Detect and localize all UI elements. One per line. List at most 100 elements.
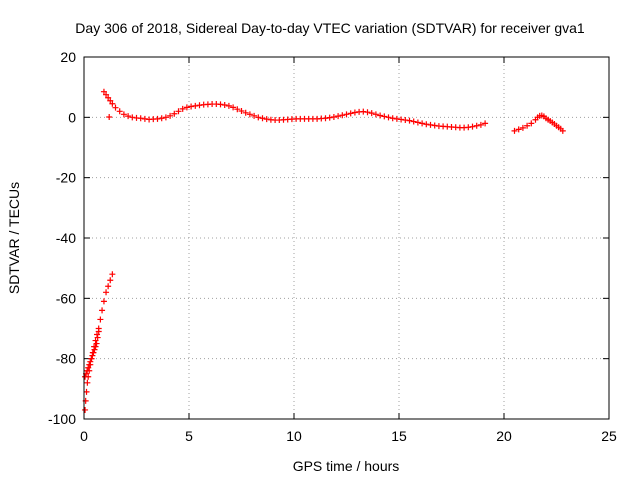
data-point: [167, 112, 174, 119]
data-point: [179, 105, 186, 112]
y-tick-label-4: -60: [56, 290, 76, 306]
data-point: [385, 114, 392, 121]
data-point: [95, 328, 102, 335]
data-point: [175, 108, 182, 115]
chart-title: Day 306 of 2018, Sidereal Day-to-day VTE…: [75, 20, 585, 36]
y-tick-label-1: 0: [68, 109, 76, 125]
data-point: [188, 103, 195, 110]
data-point: [477, 121, 484, 128]
data-point: [105, 94, 112, 101]
data-point: [125, 113, 132, 120]
data-point: [372, 111, 379, 118]
plot-frame: [83, 56, 610, 420]
data-point: [94, 334, 101, 341]
data-point: [259, 115, 266, 122]
data-point: [141, 115, 148, 122]
data-point: [559, 127, 566, 134]
data-point: [410, 118, 417, 125]
data-point: [515, 126, 522, 133]
data-point: [171, 110, 178, 117]
data-point: [83, 388, 90, 395]
data-point: [393, 115, 400, 122]
data-point: [82, 373, 89, 380]
data-point: [473, 122, 480, 129]
data-point: [92, 343, 99, 350]
data-point: [154, 115, 161, 122]
data-point: [255, 114, 262, 121]
data-point: [85, 364, 92, 371]
data-point: [137, 115, 144, 122]
data-point: [423, 121, 430, 128]
data-point: [377, 112, 384, 119]
data-point: [88, 355, 95, 362]
data-point: [90, 349, 97, 356]
data-point: [351, 109, 358, 116]
data-point: [381, 113, 388, 120]
grid-layer: [84, 57, 609, 419]
data-point: [112, 104, 119, 111]
data-point: [528, 120, 535, 127]
data-point: [89, 352, 96, 359]
data-point: [511, 127, 518, 134]
y-tick-label-0: 20: [60, 49, 76, 65]
data-point: [339, 112, 346, 119]
x-tick-label-4: 20: [496, 428, 512, 444]
data-point: [109, 100, 116, 107]
data-point: [230, 104, 237, 111]
series-outlier: [106, 114, 113, 121]
x-tick-label-2: 10: [286, 428, 302, 444]
data-point: [414, 119, 421, 126]
series-initial-drop: [82, 271, 116, 413]
data-point: [322, 115, 329, 122]
data-point: [116, 108, 123, 115]
y-tick-label-3: -40: [56, 230, 76, 246]
data-point: [106, 114, 113, 121]
data-point: [82, 406, 89, 413]
data-point: [103, 91, 110, 98]
series-main-track: [100, 88, 489, 131]
data-point: [465, 124, 472, 131]
data-point: [469, 123, 476, 130]
data-point: [242, 109, 249, 116]
data-point: [100, 88, 107, 95]
data-point: [84, 379, 91, 386]
data-point: [360, 108, 367, 115]
data-point: [482, 120, 489, 127]
data-point: [335, 113, 342, 120]
series-lower-fringe: [82, 328, 102, 380]
y-tick-label-5: -80: [56, 351, 76, 367]
data-point: [364, 109, 371, 116]
data-point: [217, 101, 224, 108]
data-point: [427, 121, 434, 128]
data-point: [330, 114, 337, 121]
data-point: [91, 346, 98, 353]
data-point: [158, 115, 165, 122]
data-point: [234, 106, 241, 113]
data-point: [246, 111, 253, 118]
data-point: [431, 122, 438, 129]
data-point: [402, 117, 409, 124]
data-point: [105, 283, 112, 290]
data-point: [129, 114, 136, 121]
data-point: [398, 116, 405, 123]
data-point: [87, 358, 94, 365]
data-point: [92, 337, 99, 344]
data-point: [326, 114, 333, 121]
y-tick-label-2: -20: [56, 170, 76, 186]
data-point: [406, 117, 413, 124]
data-point: [107, 97, 114, 104]
data-point: [196, 102, 203, 109]
data-point: [162, 114, 169, 121]
data-point: [183, 104, 190, 111]
y-axis-title: SDTVAR / TECUs: [6, 182, 22, 294]
data-point: [107, 277, 114, 284]
data-point: [524, 122, 531, 129]
data-point: [263, 116, 270, 123]
data-point: [86, 361, 93, 368]
data-point: [99, 307, 106, 314]
points-layer: [82, 88, 566, 413]
y-tick-label-6: -100: [48, 411, 76, 427]
data-point: [347, 110, 354, 117]
data-point: [192, 102, 199, 109]
